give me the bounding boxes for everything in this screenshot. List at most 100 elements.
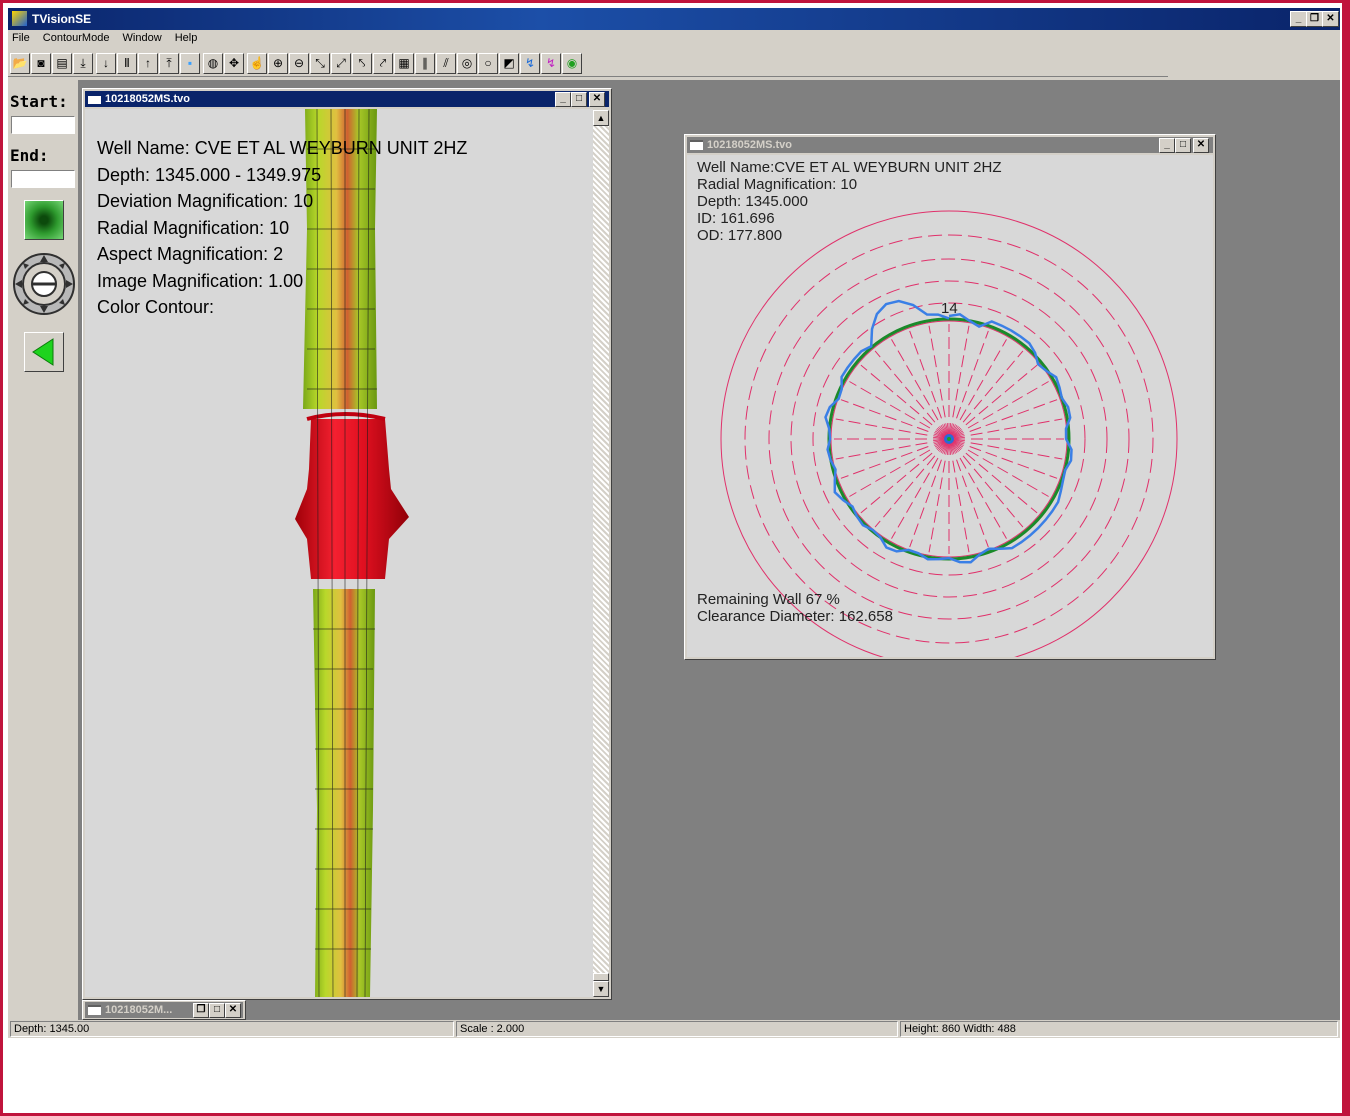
reset-icon[interactable]: ⤤ <box>373 53 393 74</box>
menu-contourmode[interactable]: ContourMode <box>42 32 110 44</box>
minimize-icon[interactable]: _ <box>555 92 571 107</box>
down-icon[interactable]: ↓ <box>96 53 116 74</box>
polar-spoke <box>969 446 1058 479</box>
well-name-text: Well Name: CVE ET AL WEYBURN UNIT 2HZ <box>97 138 468 158</box>
vertical-scrollbar[interactable]: ▲ ▼ <box>593 110 609 997</box>
maximize-icon[interactable]: □ <box>571 92 587 107</box>
app-title: TVisionSE <box>32 12 92 26</box>
polar-well-name-text: Well Name:CVE ET AL WEYBURN UNIT 2HZ <box>697 159 1002 176</box>
hand-icon[interactable]: ☝ <box>247 53 267 74</box>
depth-range-text: Depth: 1345.000 - 1349.975 <box>97 164 322 185</box>
restore-icon[interactable]: ❐ <box>1306 11 1323 27</box>
scroll-thumb[interactable] <box>593 973 609 981</box>
minimized-window[interactable]: 10218052M... ❐ □ ✕ <box>82 1000 246 1020</box>
flag-icon[interactable]: ◩ <box>499 53 519 74</box>
polar-caliper-plot[interactable]: 14 <box>687 155 1213 657</box>
polar-window-titlebar[interactable]: 10218052MS.tvo _ □ ✕ <box>687 137 1213 153</box>
polar-spoke <box>962 455 1024 528</box>
play-back-button[interactable] <box>24 332 64 372</box>
polar-outer-ring <box>720 210 1178 657</box>
sensor-label: 14 <box>941 300 958 317</box>
minimize-icon[interactable]: _ <box>1159 138 1175 153</box>
pipe-3d-render[interactable] <box>85 109 593 997</box>
polar-window-title: 10218052MS.tvo <box>707 139 792 151</box>
polar-spoke <box>952 325 970 418</box>
well-info-overlay: Well Name: CVE ET AL WEYBURN UNIT 2HZ De… <box>97 135 467 321</box>
pause-icon[interactable]: Ⅱ <box>117 53 137 74</box>
scroll-down-icon[interactable]: ▼ <box>593 981 609 997</box>
up-icon[interactable]: ↑ <box>138 53 158 74</box>
rotate-z-icon[interactable]: ⤣ <box>352 53 372 74</box>
zoom-in-icon[interactable]: ⊕ <box>268 53 288 74</box>
rotate-y-icon[interactable]: ⤢ <box>331 53 351 74</box>
minimize-icon[interactable]: _ <box>1290 11 1307 27</box>
polar-dashed-ring <box>812 302 1086 576</box>
film-icon[interactable]: ▤ <box>52 53 72 74</box>
view-toggle-icon[interactable] <box>24 200 64 240</box>
move-icon[interactable]: ✥ <box>224 53 244 74</box>
sphere-icon[interactable]: ◍ <box>203 53 223 74</box>
polar-center-dot <box>947 437 951 441</box>
menu-window[interactable]: Window <box>122 32 162 44</box>
polar-spoke <box>970 418 1063 436</box>
radial-magnification-text: Radial Magnification: 10 <box>97 217 290 238</box>
menu-help[interactable]: Help <box>174 32 198 44</box>
polar-plot-area[interactable]: 14 Well Name:CVE ET AL WEYBURN UNIT 2HZ … <box>687 155 1213 657</box>
polar-radial-magnification-text: Radial Magnification: 10 <box>697 176 858 193</box>
close-icon[interactable]: ✕ <box>1322 11 1339 27</box>
control-panel: Start: End: <box>8 80 78 1020</box>
select-icon[interactable]: ▪ <box>180 53 200 74</box>
target-icon[interactable]: ◎ <box>457 53 477 74</box>
polar-spoke <box>967 381 1049 429</box>
scroll-up-icon[interactable]: ▲ <box>593 110 609 126</box>
menu-file[interactable]: File <box>12 32 30 44</box>
contour2-icon[interactable]: ↯ <box>541 53 561 74</box>
zoom-out-icon[interactable]: ⊖ <box>289 53 309 74</box>
polar-dashed-ring <box>790 280 1108 598</box>
polar-info-overlay: Well Name:CVE ET AL WEYBURN UNIT 2HZ Rad… <box>697 159 1002 244</box>
restore-icon[interactable]: ❐ <box>193 1003 209 1018</box>
last-icon[interactable]: ⤒ <box>159 53 179 74</box>
close-icon[interactable]: ✕ <box>225 1003 241 1018</box>
deviation-magnification-text: Deviation Magnification: 10 <box>97 191 314 211</box>
close-icon[interactable]: ✕ <box>1193 138 1209 153</box>
status-scale: Scale : 2.000 <box>456 1021 898 1037</box>
rotate-x-icon[interactable]: ⤡ <box>310 53 330 74</box>
outer-diameter-text: OD: 177.800 <box>697 227 783 244</box>
close-icon[interactable]: ✕ <box>589 92 605 107</box>
polar-spoke <box>956 330 989 419</box>
first-icon[interactable]: ⤓ <box>73 53 93 74</box>
polar-spoke <box>909 330 942 419</box>
fingers-icon[interactable]: ∥ <box>415 53 435 74</box>
polar-spoke <box>959 457 1007 539</box>
navigation-wheel-icon[interactable] <box>12 252 76 316</box>
open-icon[interactable]: 📂 <box>10 53 30 74</box>
polar-spoke <box>909 459 942 548</box>
maximize-icon[interactable]: □ <box>209 1003 225 1018</box>
maximize-icon[interactable]: □ <box>1175 138 1191 153</box>
polar-spoke <box>952 460 970 553</box>
contour1-icon[interactable]: ↯ <box>520 53 540 74</box>
app-titlebar[interactable]: TVisionSE _ ❐ ✕ <box>8 8 1340 30</box>
bullseye-icon[interactable]: ◉ <box>562 53 582 74</box>
polar-spoke <box>928 460 946 553</box>
minimized-window-titlebar[interactable]: 10218052M... ❐ □ ✕ <box>85 1002 243 1018</box>
polar-spoke <box>965 364 1038 426</box>
grid-icon[interactable]: ▦ <box>394 53 414 74</box>
polar-spoke <box>956 459 989 548</box>
circle-icon[interactable]: ○ <box>478 53 498 74</box>
camera-icon[interactable]: ◙ <box>31 53 51 74</box>
app-logo-icon <box>12 11 27 26</box>
end-input[interactable] <box>11 170 75 188</box>
start-input[interactable] <box>11 116 75 134</box>
polar-spoke <box>959 339 1007 421</box>
slices-icon[interactable]: ⫽ <box>436 53 456 74</box>
polar-spoke <box>965 452 1038 514</box>
play-back-icon <box>32 338 54 366</box>
menubar: File ContourMode Window Help <box>8 30 1340 48</box>
polar-spoke <box>928 325 946 418</box>
well-3d-window-titlebar[interactable]: 10218052MS.tvo _ □ ✕ <box>85 91 609 107</box>
well-3d-view[interactable]: Well Name: CVE ET AL WEYBURN UNIT 2HZ De… <box>85 109 593 997</box>
polar-spoke <box>835 418 928 436</box>
color-contour-text: Color Contour: <box>97 297 215 317</box>
